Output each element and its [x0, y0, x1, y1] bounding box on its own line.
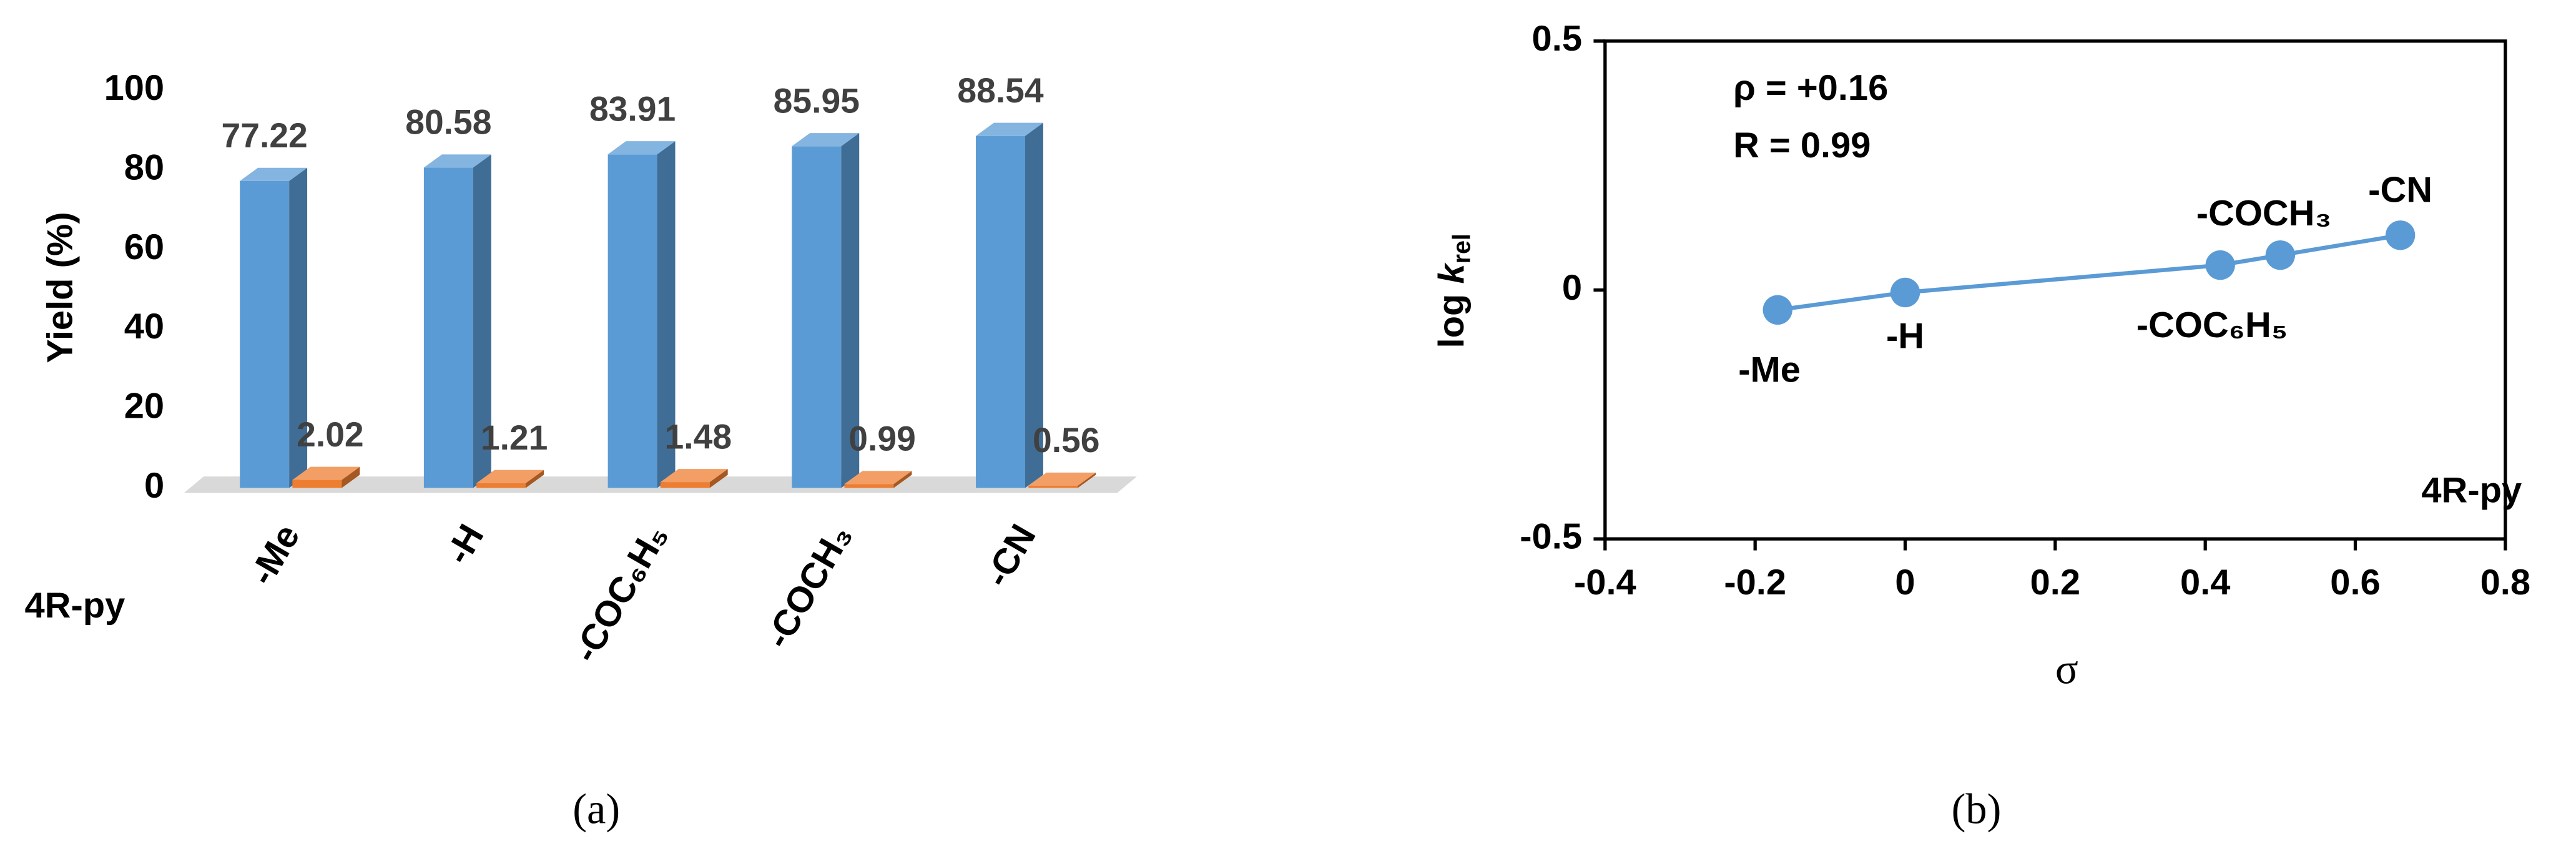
point: [2265, 240, 2296, 270]
x-tick-label: -Me: [242, 518, 308, 591]
bar-face: [844, 471, 912, 485]
bar-face: [709, 469, 728, 488]
bar: [792, 133, 860, 488]
y-tick-label: 40: [124, 307, 164, 347]
bar-face: [289, 167, 308, 488]
bar-face: [476, 470, 544, 483]
caption: (b): [1952, 785, 2002, 832]
bar-face: [660, 482, 710, 488]
value-label: 1.48: [665, 417, 732, 456]
bar-face: [1028, 472, 1096, 486]
bar-face: [240, 180, 290, 488]
point: [2385, 220, 2416, 250]
bar: [607, 141, 676, 488]
point-label: -CN: [2368, 170, 2432, 210]
x-tick-label: -CN: [977, 518, 1044, 593]
value-label: 85.95: [774, 81, 860, 120]
point: [1890, 277, 1920, 308]
bar: [423, 154, 491, 488]
bar-face: [292, 480, 342, 488]
bar-face: [976, 135, 1025, 488]
value-label: 77.22: [222, 116, 308, 155]
value-label: 88.54: [957, 71, 1044, 110]
bar-face: [660, 469, 728, 483]
y-label-part: k: [1432, 262, 1472, 284]
bar: [660, 469, 728, 488]
bar-face: [1025, 122, 1043, 488]
value-label: 80.58: [405, 103, 491, 142]
y-tick-label: 60: [124, 227, 164, 267]
bar-face: [526, 470, 544, 488]
bar-face: [240, 167, 308, 181]
trend-line: [1777, 233, 2401, 312]
bar-face: [844, 484, 894, 488]
x-tick-label: -H: [438, 518, 492, 571]
x-tick-label: -0.2: [1724, 563, 1786, 603]
bar-face: [976, 122, 1043, 136]
bar-face: [792, 146, 842, 488]
y-tick-label: 80: [124, 147, 164, 187]
value-label: 1.21: [481, 418, 548, 457]
x-tick-label: -COCH₃: [757, 518, 860, 654]
bar-face: [607, 141, 676, 155]
bar-face: [1078, 472, 1096, 488]
bar: [476, 470, 544, 488]
value-label: 83.91: [589, 89, 676, 128]
x-tick-label: 0.2: [2030, 563, 2080, 603]
bar-face: [342, 466, 360, 488]
x-tick-label: -COC₆H₅: [566, 518, 676, 669]
point: [2205, 250, 2235, 280]
bar-face: [423, 154, 491, 168]
y-axis-label: Yield (%): [40, 212, 80, 363]
bar: [976, 122, 1043, 488]
bar-face: [792, 133, 860, 147]
bar-face: [1028, 485, 1078, 488]
x-tick-label: 0.8: [2480, 563, 2530, 603]
point: [1762, 295, 1792, 325]
y-label-part: rel: [1448, 234, 1476, 263]
y-tick-label: 0: [144, 466, 164, 506]
x-tick-label: -0.4: [1574, 563, 1636, 603]
y-axis-label: log krel: [1432, 234, 1476, 348]
y-label-part: log: [1432, 284, 1472, 348]
bar-face: [657, 141, 676, 488]
x-tick-label: 0: [1895, 563, 1915, 603]
caption: (a): [573, 785, 620, 832]
x-tick-label: 0.4: [2180, 563, 2230, 603]
x-tick-label: 0.6: [2330, 563, 2380, 603]
y-tick-label: 0.5: [1532, 19, 1582, 59]
y-tick-label: 0: [1562, 268, 1582, 308]
annotation: R = 0.99: [1733, 125, 1871, 165]
value-label: 0.56: [1033, 421, 1100, 460]
bar-face: [607, 154, 657, 488]
bar: [844, 471, 912, 488]
point-label: -H: [1886, 316, 1924, 356]
y-tick-label: 100: [104, 68, 165, 108]
bar-face: [473, 154, 491, 488]
annotation: ρ = +0.16: [1733, 68, 1888, 108]
bar-face: [292, 466, 360, 480]
bar: [1028, 472, 1096, 488]
bar: [240, 167, 308, 488]
point-label: -Me: [1738, 350, 1801, 390]
bar: [292, 466, 360, 488]
plot-frame: [1603, 39, 2507, 541]
y-tick-label: -0.5: [1520, 516, 1582, 556]
bar-face: [423, 167, 473, 488]
y-tick-label: 20: [124, 386, 164, 426]
bar-face: [476, 483, 526, 488]
point-label: -COCH₃: [2196, 194, 2331, 234]
value-label: 0.99: [848, 419, 916, 458]
x-axis-label: σ: [2055, 646, 2078, 693]
row-label: 4R-py: [24, 586, 125, 626]
point-label: -COC₆H₅: [2136, 305, 2288, 345]
bar-face: [893, 471, 912, 488]
bar-face: [841, 133, 860, 488]
value-label: 2.02: [297, 415, 364, 454]
